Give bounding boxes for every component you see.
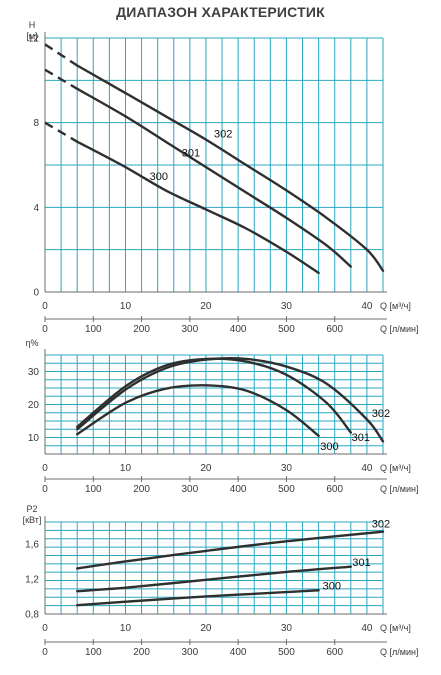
power-y-tick-label: 1,6 bbox=[25, 539, 39, 550]
head-curve-302-dashed bbox=[44, 43, 78, 67]
power-x2-tick-label: 500 bbox=[278, 647, 295, 658]
head-x2-tick-label: 300 bbox=[182, 324, 199, 335]
head-x2-tick-label: 200 bbox=[133, 324, 150, 335]
power-y-axis-title: P2 bbox=[26, 504, 37, 514]
head-x2-tick-label: 600 bbox=[326, 324, 343, 335]
head-y-tick-label: 8 bbox=[33, 118, 39, 129]
efficiency-curve-300 bbox=[75, 384, 320, 438]
power-y-axis-unit: [кВт] bbox=[23, 515, 42, 525]
efficiency-x2-tick-label: 0 bbox=[42, 484, 48, 495]
efficiency-x2-tick-label: 300 bbox=[182, 484, 199, 495]
head-curve-302 bbox=[75, 64, 385, 273]
head-x2-tick-label: 400 bbox=[230, 324, 247, 335]
head-x-tick-label: 0 bbox=[42, 301, 48, 312]
head-curve-300 bbox=[75, 140, 320, 275]
head-y-axis-title: H bbox=[29, 20, 36, 30]
power-x2-tick-label: 200 bbox=[133, 647, 150, 658]
head-y-tick-label: 0 bbox=[33, 288, 39, 299]
power-x2-tick-label: 300 bbox=[182, 647, 199, 658]
head-x2-tick-label: 500 bbox=[278, 324, 295, 335]
efficiency-x2-tick-label: 200 bbox=[133, 484, 150, 495]
head-x2-tick-label: 0 bbox=[42, 324, 48, 335]
chart-title: ДИАПАЗОН ХАРАКТЕРИСТИК bbox=[116, 4, 325, 20]
power-curve-300 bbox=[75, 589, 320, 607]
power-x-tick-label: 10 bbox=[120, 623, 132, 634]
power-curve-302 bbox=[75, 530, 385, 570]
power-x2-tick-label: 600 bbox=[326, 647, 343, 658]
efficiency-x-tick-label: 10 bbox=[120, 463, 132, 474]
efficiency-x-tick-label: 20 bbox=[200, 463, 212, 474]
head-x2-tick-label: 100 bbox=[85, 324, 102, 335]
head-y-tick-label: 4 bbox=[33, 203, 39, 214]
power-curve-301 bbox=[75, 565, 353, 593]
power-x2-axis-label: Q [л/мин] bbox=[380, 647, 418, 657]
head-x-tick-label: 10 bbox=[120, 301, 132, 312]
efficiency-curve-label-300: 300 bbox=[320, 441, 338, 453]
head-y-axis-unit: [м] bbox=[26, 31, 37, 41]
power-x2-tick-label: 400 bbox=[230, 647, 247, 658]
efficiency-y-tick-label: 20 bbox=[28, 400, 40, 411]
head-x-tick-label: 30 bbox=[281, 301, 293, 312]
efficiency-curve-label-301: 301 bbox=[352, 432, 370, 444]
efficiency-x2-tick-label: 600 bbox=[326, 484, 343, 495]
efficiency-x2-axis-label: Q [л/мин] bbox=[380, 484, 418, 494]
efficiency-y-tick-label: 10 bbox=[28, 433, 40, 444]
head-curve-label-301: 301 bbox=[182, 148, 200, 160]
head-curve-300-dashed bbox=[44, 121, 78, 143]
head-curve-301-dashed bbox=[44, 68, 78, 90]
power-x-axis-label: Q [м³/ч] bbox=[380, 623, 411, 633]
power-y-tick-label: 0,8 bbox=[25, 610, 39, 621]
efficiency-x2-tick-label: 500 bbox=[278, 484, 295, 495]
efficiency-curve-label-302: 302 bbox=[372, 408, 390, 420]
head-x-axis-label: Q [м³/ч] bbox=[380, 301, 411, 311]
head-curve-label-302: 302 bbox=[214, 128, 232, 140]
power-curve-label-302: 302 bbox=[372, 518, 390, 530]
power-x-tick-label: 40 bbox=[361, 623, 373, 634]
power-y-tick-label: 1,2 bbox=[25, 574, 39, 585]
efficiency-y-tick-label: 30 bbox=[28, 367, 40, 378]
head-x-tick-label: 40 bbox=[361, 301, 373, 312]
head-curve-301 bbox=[75, 87, 353, 268]
power-curve-label-301: 301 bbox=[352, 557, 370, 569]
power-x-tick-label: 30 bbox=[281, 623, 293, 634]
power-x2-tick-label: 100 bbox=[85, 647, 102, 658]
power-x-tick-label: 0 bbox=[42, 623, 48, 634]
efficiency-x-tick-label: 0 bbox=[42, 463, 48, 474]
head-x2-axis-label: Q [л/мин] bbox=[380, 324, 418, 334]
power-curve-label-300: 300 bbox=[323, 580, 341, 592]
efficiency-x2-tick-label: 100 bbox=[85, 484, 102, 495]
efficiency-x2-tick-label: 400 bbox=[230, 484, 247, 495]
power-x2-tick-label: 0 bbox=[42, 647, 48, 658]
head-curve-label-300: 300 bbox=[150, 171, 168, 183]
efficiency-curve-301 bbox=[75, 357, 353, 434]
efficiency-curve-302 bbox=[75, 357, 385, 443]
head-x-tick-label: 20 bbox=[200, 301, 212, 312]
head-y-tick-label: 12 bbox=[28, 34, 40, 45]
power-x-tick-label: 20 bbox=[200, 623, 212, 634]
efficiency-x-axis-label: Q [м³/ч] bbox=[380, 463, 411, 473]
efficiency-x-tick-label: 40 bbox=[361, 463, 373, 474]
efficiency-y-axis-title: η% bbox=[25, 338, 38, 348]
efficiency-x-tick-label: 30 bbox=[281, 463, 293, 474]
